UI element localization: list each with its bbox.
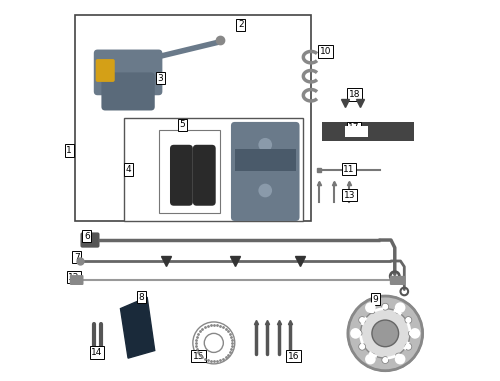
Text: 15: 15 [193,352,204,361]
Text: 14: 14 [91,348,102,357]
FancyBboxPatch shape [96,59,114,82]
Circle shape [408,330,416,337]
Text: 17: 17 [348,123,360,132]
Text: 18: 18 [349,90,360,99]
Text: 13: 13 [344,190,356,200]
Circle shape [405,343,412,350]
FancyBboxPatch shape [158,130,220,213]
FancyBboxPatch shape [124,118,304,221]
Text: 6: 6 [84,232,90,241]
Circle shape [258,157,272,171]
Bar [345,126,368,137]
Circle shape [372,320,398,347]
FancyBboxPatch shape [80,232,100,248]
Text: 7: 7 [74,253,80,262]
Circle shape [368,307,376,314]
Circle shape [358,317,366,323]
Text: 5: 5 [180,120,185,130]
Circle shape [358,343,366,350]
FancyBboxPatch shape [193,145,216,206]
Text: 3: 3 [158,74,164,83]
Circle shape [410,328,420,339]
Polygon shape [120,297,155,358]
Circle shape [350,328,361,339]
Circle shape [395,354,406,365]
Circle shape [355,330,362,337]
Circle shape [382,357,388,363]
Circle shape [348,296,422,371]
Circle shape [365,302,376,313]
Text: 4: 4 [126,165,131,174]
Circle shape [360,309,410,358]
Circle shape [365,354,376,365]
Text: 10: 10 [320,47,331,56]
Circle shape [370,318,400,349]
Text: 8: 8 [138,293,144,302]
Text: 9: 9 [373,295,378,304]
FancyBboxPatch shape [235,149,296,171]
Text: 12: 12 [68,273,80,282]
FancyBboxPatch shape [170,145,193,206]
FancyBboxPatch shape [231,122,300,221]
Circle shape [382,303,388,310]
FancyBboxPatch shape [102,72,155,110]
FancyBboxPatch shape [94,50,162,95]
FancyBboxPatch shape [70,275,84,285]
Circle shape [395,353,402,360]
Circle shape [258,184,272,197]
Text: 1: 1 [66,146,72,155]
FancyBboxPatch shape [74,15,311,221]
Circle shape [368,353,376,360]
Text: 2: 2 [238,20,244,29]
Text: 11: 11 [344,165,355,174]
Circle shape [395,307,402,314]
Circle shape [258,138,272,152]
Circle shape [405,317,412,323]
FancyBboxPatch shape [390,276,406,285]
FancyBboxPatch shape [322,122,414,141]
Circle shape [395,302,406,313]
Text: 16: 16 [288,352,300,361]
